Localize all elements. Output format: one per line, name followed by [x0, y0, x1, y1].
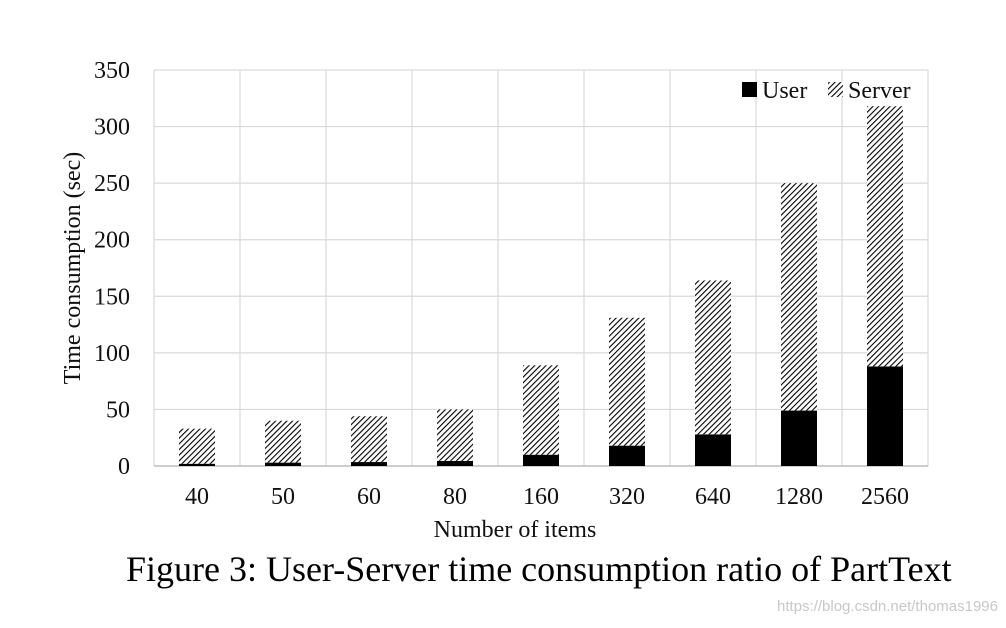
bar-server-80 — [437, 409, 473, 461]
bar-server-50 — [265, 420, 301, 463]
x-tick-label: 80 — [443, 484, 467, 510]
bar-server-1280 — [781, 183, 817, 411]
x-axis-ticks: 40 50 60 80 160 320 640 1280 2560 — [185, 484, 909, 510]
y-tick-label: 100 — [94, 341, 130, 367]
bar-server-60 — [351, 416, 387, 463]
x-axis-title: Number of items — [434, 517, 597, 543]
x-tick-label: 60 — [357, 484, 381, 510]
legend-swatch-user — [742, 82, 757, 97]
x-tick-label: 40 — [185, 484, 209, 510]
bar-user-80 — [437, 460, 473, 466]
watermark: https://blog.csdn.net/thomas1996 — [777, 598, 998, 615]
x-tick-label: 320 — [609, 484, 645, 510]
bar-user-60 — [351, 462, 387, 466]
bar-server-640 — [695, 280, 731, 435]
legend-swatch-server — [828, 82, 843, 97]
bar-server-2560 — [867, 106, 903, 367]
legend: User Server — [742, 78, 911, 104]
y-axis-title: Time consumption (sec) — [60, 152, 86, 384]
x-tick-label: 640 — [695, 484, 731, 510]
x-tick-label: 160 — [523, 484, 559, 510]
y-axis-ticks: 0 50 100 150 200 250 300 350 — [94, 58, 130, 480]
bar-user-160 — [523, 454, 559, 466]
x-tick-label: 2560 — [861, 484, 909, 510]
y-tick-label: 200 — [94, 228, 130, 254]
bar-user-2560 — [867, 366, 903, 466]
bar-user-40 — [179, 463, 215, 466]
y-tick-label: 50 — [106, 397, 130, 423]
bar-user-640 — [695, 434, 731, 466]
figure-caption: Figure 3: User-Server time consumption r… — [126, 549, 952, 589]
y-tick-label: 0 — [118, 454, 130, 480]
y-tick-label: 250 — [94, 171, 130, 197]
bar-server-40 — [179, 428, 215, 464]
y-tick-label: 300 — [94, 115, 130, 141]
x-tick-label: 1280 — [775, 484, 823, 510]
legend-label-server: Server — [848, 78, 911, 104]
bar-server-320 — [609, 317, 645, 446]
bar-user-1280 — [781, 410, 817, 466]
y-tick-label: 350 — [94, 58, 130, 84]
legend-label-user: User — [762, 78, 807, 104]
x-tick-label: 50 — [271, 484, 295, 510]
bar-user-50 — [265, 462, 301, 466]
y-tick-label: 150 — [94, 284, 130, 310]
bar-server-160 — [523, 365, 559, 455]
bars — [179, 106, 903, 466]
bar-user-320 — [609, 445, 645, 466]
